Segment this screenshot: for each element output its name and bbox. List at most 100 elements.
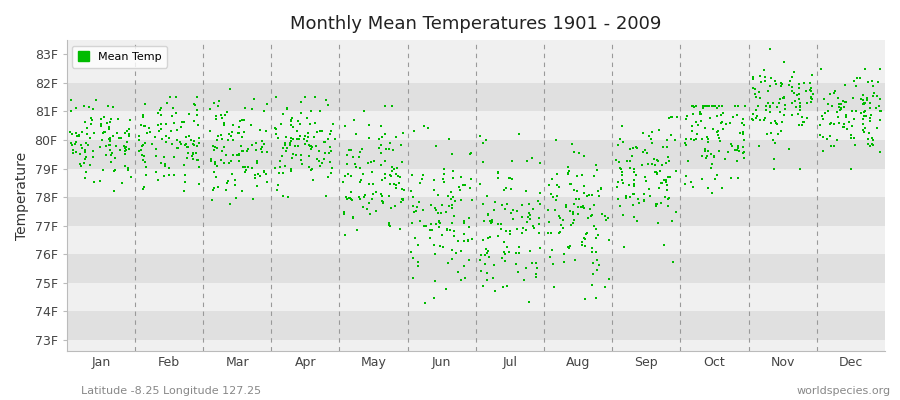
- Point: [457, 182, 472, 188]
- Bar: [67, 54, 885, 83]
- Point: [290, 128, 304, 135]
- Point: [505, 176, 519, 182]
- Point: [665, 218, 680, 224]
- Point: [170, 137, 184, 144]
- Point: [549, 170, 563, 177]
- Point: [284, 137, 299, 144]
- Point: [519, 227, 534, 233]
- Point: [452, 184, 466, 191]
- Point: [805, 72, 819, 78]
- Point: [585, 282, 599, 288]
- Point: [387, 181, 401, 187]
- Point: [778, 106, 792, 112]
- Point: [646, 156, 661, 162]
- Point: [792, 91, 806, 97]
- Point: [736, 128, 751, 135]
- Point: [192, 140, 206, 146]
- Point: [818, 110, 832, 116]
- Point: [745, 116, 760, 122]
- Point: [853, 74, 868, 81]
- Point: [457, 218, 472, 224]
- Point: [842, 119, 856, 125]
- Point: [735, 131, 750, 137]
- Point: [154, 160, 168, 166]
- Point: [862, 142, 877, 149]
- Point: [436, 179, 451, 185]
- Point: [137, 122, 151, 129]
- Point: [753, 78, 768, 85]
- Point: [803, 80, 817, 87]
- Point: [162, 164, 176, 171]
- Point: [417, 223, 431, 230]
- Point: [448, 197, 463, 204]
- Point: [805, 96, 819, 103]
- Point: [312, 148, 327, 154]
- Point: [651, 158, 665, 164]
- Point: [210, 137, 224, 144]
- Point: [757, 67, 771, 74]
- Point: [255, 144, 269, 151]
- Point: [531, 198, 545, 204]
- Point: [615, 169, 629, 175]
- Point: [713, 138, 727, 144]
- Point: [206, 184, 220, 191]
- Point: [273, 158, 287, 165]
- Point: [268, 164, 283, 171]
- Point: [508, 260, 523, 267]
- Point: [770, 131, 785, 138]
- Point: [338, 194, 353, 200]
- Point: [686, 184, 700, 190]
- Point: [138, 159, 152, 166]
- Point: [138, 100, 152, 107]
- Point: [649, 201, 663, 208]
- Point: [660, 187, 674, 193]
- Point: [256, 108, 271, 114]
- Point: [832, 95, 846, 102]
- Point: [620, 158, 634, 164]
- Point: [314, 160, 328, 166]
- Point: [661, 195, 675, 202]
- Point: [213, 131, 228, 138]
- Point: [816, 96, 831, 102]
- Point: [770, 104, 784, 110]
- Point: [78, 140, 93, 146]
- Point: [324, 128, 338, 134]
- Point: [279, 148, 293, 154]
- Point: [753, 72, 768, 79]
- Point: [317, 156, 331, 162]
- Point: [746, 85, 760, 91]
- Point: [626, 176, 641, 183]
- Point: [169, 109, 184, 116]
- Point: [185, 141, 200, 148]
- Point: [598, 213, 612, 219]
- Point: [389, 185, 403, 192]
- Point: [64, 140, 78, 147]
- Point: [862, 105, 877, 111]
- Point: [350, 227, 365, 234]
- Point: [408, 235, 422, 242]
- Point: [515, 213, 529, 220]
- Point: [791, 85, 806, 91]
- Point: [248, 172, 263, 178]
- Point: [463, 215, 477, 222]
- Point: [154, 121, 168, 127]
- Point: [302, 142, 317, 149]
- Point: [431, 218, 446, 225]
- Point: [502, 231, 517, 238]
- Point: [825, 103, 840, 109]
- Point: [432, 220, 446, 226]
- Point: [356, 193, 371, 200]
- Point: [104, 152, 118, 158]
- Point: [759, 107, 773, 113]
- Point: [461, 236, 475, 243]
- Point: [338, 232, 352, 238]
- Point: [220, 180, 234, 186]
- Point: [406, 255, 420, 261]
- Point: [553, 228, 567, 235]
- Point: [687, 104, 701, 110]
- Point: [260, 179, 274, 185]
- Point: [813, 122, 827, 128]
- Point: [566, 208, 580, 215]
- Point: [428, 294, 442, 301]
- Point: [159, 121, 174, 127]
